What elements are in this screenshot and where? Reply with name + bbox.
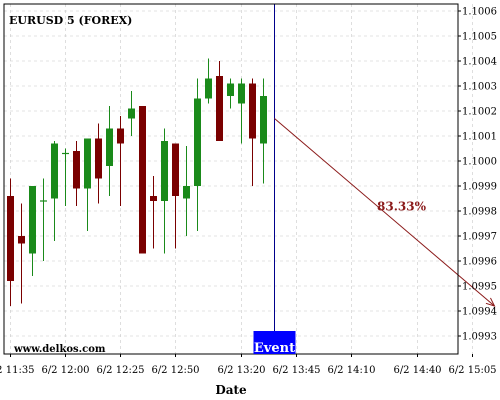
candle [216, 61, 223, 141]
y-tick-label: 1.1005 [462, 32, 497, 43]
candle-body [7, 196, 14, 281]
candle [117, 116, 124, 206]
y-axis: 1.0993 1.0994 1.0995 1.0996 1.0997 1.0998 1.09… [458, 7, 497, 343]
y-tick-label: 1.1002 [462, 107, 497, 118]
x-tick-label: 6/2 12:00 [41, 365, 89, 376]
y-tick-label: 1.0994 [462, 307, 497, 318]
plot-border [3, 3, 459, 355]
y-tick-label: 1.1003 [462, 82, 497, 93]
candle-body [150, 196, 157, 201]
candle-body [95, 138, 102, 179]
candle-body [183, 186, 190, 199]
event-label: Event [254, 341, 295, 356]
candle-body [51, 143, 58, 199]
y-tick-label: 1.0996 [462, 257, 497, 268]
candle [249, 78, 256, 186]
candle [172, 143, 179, 249]
candle [194, 78, 201, 231]
candle [95, 123, 102, 204]
candle-body [238, 83, 245, 104]
candle [84, 138, 91, 231]
candle-body [29, 186, 36, 254]
x-tick-label: 6/2 11:35 [0, 365, 35, 376]
watermark: www.delkos.com [13, 344, 106, 355]
candle [238, 78, 245, 144]
candle-body [161, 141, 168, 201]
y-tick-label: 1.1001 [462, 132, 497, 143]
candle-body [227, 83, 234, 96]
y-tick-label: 1.0998 [462, 207, 497, 218]
candle-body [249, 83, 256, 139]
candle-body [216, 76, 223, 141]
event-marker: Event [253, 331, 296, 356]
x-axis-title: Date [215, 383, 247, 397]
y-tick-label: 1.1006 [462, 7, 497, 18]
candle-body [106, 128, 113, 166]
plot-background [4, 4, 458, 354]
candle [161, 128, 168, 254]
candle-body [194, 98, 201, 186]
candle [73, 141, 80, 206]
chart-title: EURUSD 5 (FOREX) [9, 14, 132, 27]
candle-body [172, 143, 179, 196]
x-tick-label: 6/2 15:05 [448, 365, 496, 376]
candle-body [117, 128, 124, 144]
y-tick-label: 1.0995 [462, 282, 497, 293]
y-tick-label: 1.0993 [462, 332, 497, 343]
candle [260, 78, 267, 184]
candle [62, 148, 69, 206]
candle [7, 178, 14, 306]
event-label-box [253, 331, 296, 354]
x-tick-label: 6/2 14:10 [327, 365, 375, 376]
candle [18, 203, 25, 304]
candle [106, 106, 113, 196]
forecast-probability: 83.33% [377, 199, 427, 213]
x-tick-label: 6/2 14:40 [393, 365, 441, 376]
candle [128, 91, 135, 136]
forecast-arrowhead [485, 297, 496, 307]
candle [40, 178, 47, 261]
y-tick-label: 1.0997 [462, 232, 497, 243]
candle [139, 106, 146, 254]
x-tick-label: 6/2 13:20 [217, 365, 265, 376]
candle [205, 58, 212, 104]
candle-body [260, 96, 267, 144]
candle [51, 141, 58, 241]
candle-body [205, 78, 212, 99]
candle [227, 78, 234, 109]
y-tick-label: 1.0999 [462, 182, 497, 193]
candle-body [18, 236, 25, 244]
x-tick-label: 6/2 12:50 [151, 365, 199, 376]
y-tick-label: 1.1000 [462, 157, 497, 168]
x-tick-label: 6/2 12:25 [96, 365, 144, 376]
candle [183, 146, 190, 236]
x-axis: 6/2 11:35 6/2 12:00 6/2 12:25 6/2 12:50 6/2 … [0, 354, 497, 376]
candle-body [84, 138, 91, 189]
candle-body [73, 151, 80, 189]
candle [29, 186, 36, 276]
candle-body [128, 108, 135, 119]
candle-body [139, 106, 146, 254]
candles [7, 58, 267, 306]
x-tick-label: 6/2 13:45 [272, 365, 320, 376]
y-tick-label: 1.1004 [462, 57, 497, 68]
candle [150, 176, 157, 249]
